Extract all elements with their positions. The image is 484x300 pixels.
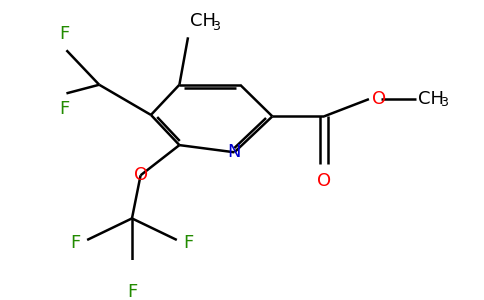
Text: 3: 3 bbox=[212, 20, 220, 33]
Text: F: F bbox=[60, 26, 70, 44]
Text: F: F bbox=[184, 234, 194, 252]
Text: O: O bbox=[372, 90, 387, 108]
Text: F: F bbox=[127, 283, 137, 300]
Text: O: O bbox=[317, 172, 331, 190]
Text: O: O bbox=[134, 166, 148, 184]
Text: N: N bbox=[227, 143, 241, 161]
Text: CH: CH bbox=[190, 12, 216, 30]
Text: CH: CH bbox=[418, 90, 444, 108]
Text: 3: 3 bbox=[440, 96, 448, 109]
Text: F: F bbox=[60, 100, 70, 118]
Text: F: F bbox=[70, 234, 80, 252]
